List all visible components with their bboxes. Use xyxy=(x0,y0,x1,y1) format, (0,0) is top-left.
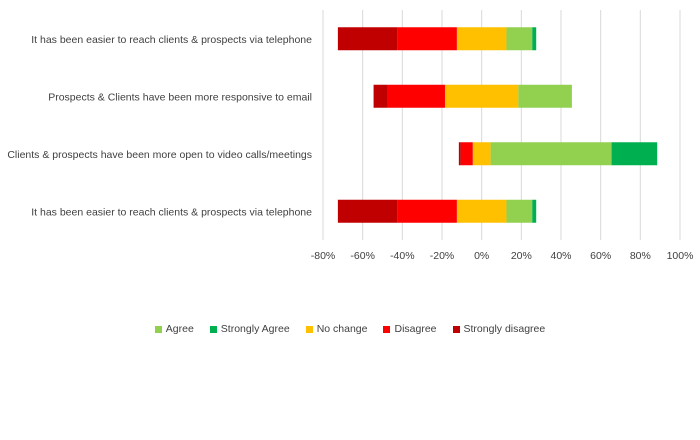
legend-swatch xyxy=(305,325,313,333)
bar-disagree xyxy=(387,84,445,108)
legend-label: Strongly disagree xyxy=(463,323,546,335)
legend-item: Strongly disagree xyxy=(452,323,546,335)
legend-item: Agree xyxy=(154,323,194,335)
bar-agree xyxy=(506,199,533,223)
bar-no-change xyxy=(444,84,519,108)
x-tick-label: -80% xyxy=(311,250,336,262)
legend-swatch xyxy=(209,325,217,333)
bar-strongly-disagree xyxy=(458,142,461,166)
bar-strongly-disagree xyxy=(337,199,398,223)
bar-no-change xyxy=(472,142,491,166)
bar-strongly-agree xyxy=(532,27,537,51)
legend-item: No change xyxy=(305,323,368,335)
x-tick-label: 40% xyxy=(550,250,571,262)
x-tick-label: -60% xyxy=(350,250,375,262)
x-tick-label: 0% xyxy=(474,250,489,262)
bar-agree xyxy=(490,142,612,166)
legend-swatch xyxy=(383,325,391,333)
x-tick-label: 20% xyxy=(511,250,532,262)
chart-legend: Agree Strongly Agree No change Disagree Stro… xyxy=(0,323,700,335)
category-label: It has been easier to reach clients & pr… xyxy=(31,34,312,46)
legend-swatch xyxy=(154,325,162,333)
bar-no-change xyxy=(456,27,507,51)
legend-label: Strongly Agree xyxy=(220,323,290,335)
legend-label: No change xyxy=(316,323,368,335)
category-label: Clients & prospects have been more open … xyxy=(7,149,312,161)
bar-disagree xyxy=(460,142,473,166)
bar-agree xyxy=(518,84,572,108)
bar-disagree xyxy=(397,199,457,223)
legend-label: Disagree xyxy=(394,323,437,335)
legend-item: Disagree xyxy=(383,323,437,335)
bar-strongly-disagree xyxy=(337,27,398,51)
x-tick-label: 60% xyxy=(590,250,611,262)
bar-agree xyxy=(506,27,533,51)
x-tick-label: 100% xyxy=(667,250,694,262)
bar-strongly-agree xyxy=(532,199,537,223)
legend-swatch xyxy=(452,325,460,333)
x-tick-label: -40% xyxy=(390,250,415,262)
x-tick-label: -20% xyxy=(430,250,455,262)
x-tick-label: 80% xyxy=(630,250,651,262)
bar-disagree xyxy=(397,27,457,51)
category-label: Prospects & Clients have been more respo… xyxy=(48,91,312,103)
category-label: It has been easier to reach clients & pr… xyxy=(31,206,312,218)
legend-label: Agree xyxy=(165,323,194,335)
bar-no-change xyxy=(456,199,507,223)
bar-strongly-agree xyxy=(611,142,658,166)
bar-strongly-disagree xyxy=(373,84,388,108)
legend-item: Strongly Agree xyxy=(209,323,290,335)
